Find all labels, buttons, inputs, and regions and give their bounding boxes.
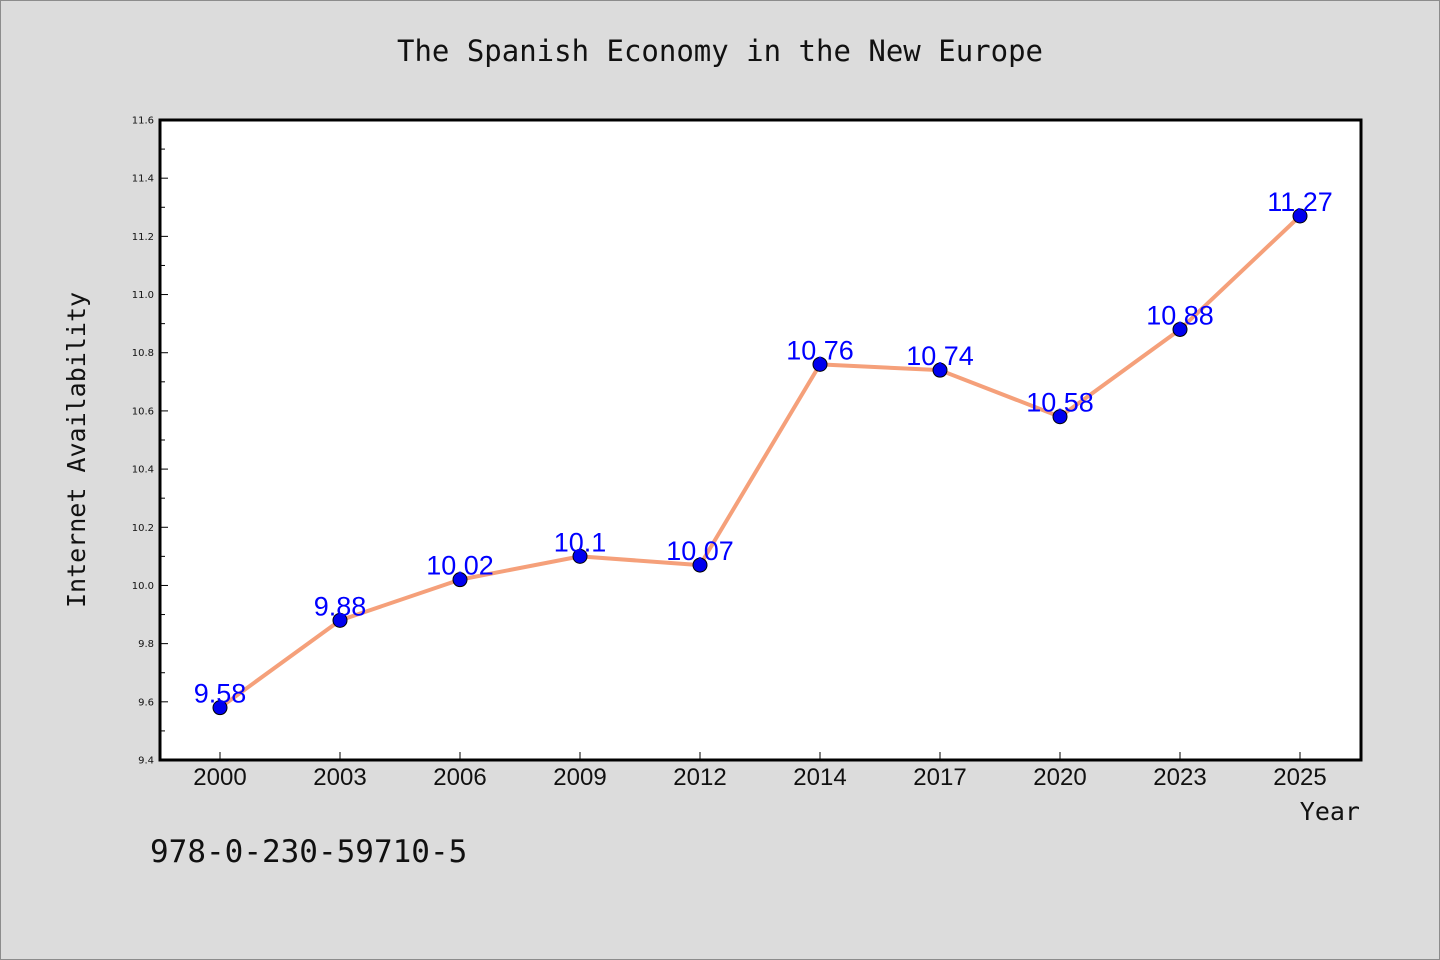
- x-tick-label: 2014: [793, 764, 846, 791]
- y-tick-label: 10.2: [132, 523, 154, 534]
- data-label: 9.88: [314, 591, 367, 621]
- y-tick-label: 9.6: [138, 697, 154, 708]
- data-point: [812, 356, 828, 372]
- data-point: [1052, 409, 1068, 425]
- x-axis-label: Year: [1300, 797, 1360, 826]
- x-tick-label: 2023: [1153, 764, 1206, 791]
- data-markers: [212, 208, 1308, 716]
- y-tick-label: 9.4: [138, 756, 154, 767]
- y-tick-label: 9.8: [138, 639, 154, 650]
- data-point: [932, 362, 948, 378]
- plot-border: [158, 118, 1363, 762]
- x-tick-label: 2000: [193, 764, 246, 791]
- x-tick-label: 2017: [913, 764, 966, 791]
- y-tick-label: 11.6: [132, 116, 154, 127]
- x-tick-label: 2009: [553, 764, 606, 791]
- data-label: 10.76: [786, 335, 854, 365]
- data-label: 10.58: [1026, 388, 1094, 418]
- data-point: [1292, 208, 1308, 224]
- data-label: 10.07: [666, 536, 734, 566]
- y-tick-label: 10.4: [132, 465, 154, 476]
- isbn-text: 978-0-230-59710-5: [150, 834, 468, 870]
- data-point: [452, 572, 468, 588]
- y-tick-label: 10.8: [132, 348, 154, 359]
- x-axis-ticks: 2000 2003 2006 2009 2012 2014 2017 2020 2023 2025: [193, 752, 1327, 791]
- x-tick-label: 2020: [1033, 764, 1086, 791]
- x-tick-label: 2025: [1273, 764, 1326, 791]
- data-label: 10.1: [554, 527, 607, 557]
- data-point: [1172, 321, 1188, 337]
- data-label: 11.27: [1267, 187, 1333, 217]
- plot-area: [160, 120, 1361, 760]
- series-line: [218, 214, 1302, 710]
- data-point: [212, 700, 228, 716]
- y-tick-label: 11.0: [132, 290, 154, 301]
- y-tick-label: 10.0: [132, 581, 154, 592]
- data-point: [332, 612, 348, 628]
- x-tick-label: 2003: [313, 764, 366, 791]
- data-point: [692, 557, 708, 573]
- data-label: 10.74: [906, 341, 974, 371]
- y-tick-label: 11.2: [132, 232, 154, 243]
- chart-title: The Spanish Economy in the New Europe: [396, 34, 1043, 68]
- y-axis-label: Internet Availability: [62, 292, 91, 608]
- data-label: 9.58: [194, 679, 247, 709]
- data-label: 10.88: [1146, 300, 1214, 330]
- data-point: [572, 548, 588, 564]
- y-tick-label: 10.6: [132, 406, 154, 417]
- data-labels: 9.58 9.88 10.02 10.1 10.07 10.76 10.74 10.58 10.…: [194, 187, 1333, 709]
- x-tick-label: 2012: [673, 764, 726, 791]
- y-tick-label: 11.4: [132, 174, 154, 185]
- data-label: 10.02: [426, 551, 494, 581]
- x-tick-label: 2006: [433, 764, 486, 791]
